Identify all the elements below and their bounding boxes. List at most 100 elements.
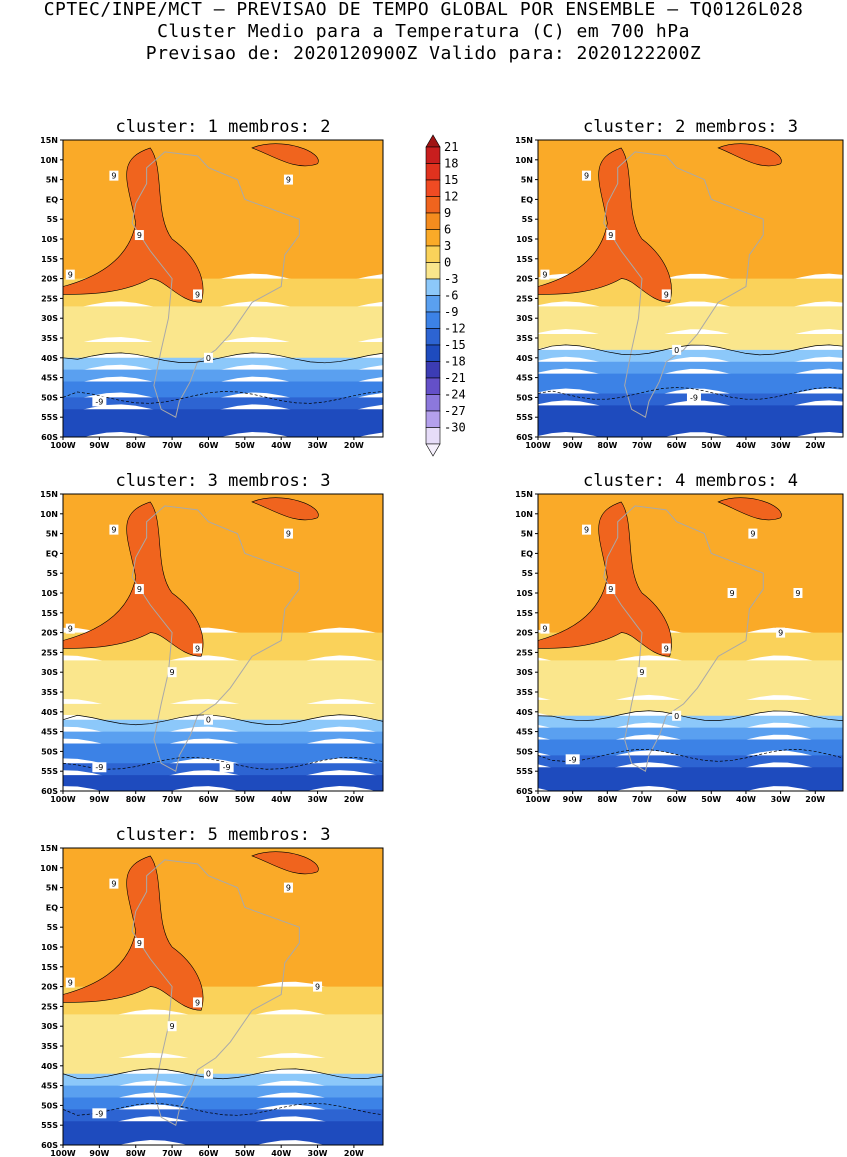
- minus9-contour: [538, 749, 843, 762]
- contour-label-box: [776, 627, 786, 638]
- lat-tick-label: 10N: [40, 510, 58, 519]
- warm-region: [63, 855, 204, 1011]
- contour-label-box: [203, 714, 213, 725]
- colorbar-swatch: [425, 179, 441, 197]
- lon-tick-label: 30W: [771, 441, 791, 450]
- contour-label-box: [219, 762, 234, 773]
- colorbar-label: -12: [444, 322, 466, 336]
- lat-tick-label: 15N: [40, 844, 58, 853]
- contour-label-box: [661, 643, 671, 654]
- lat-tick-label: 60S: [516, 787, 533, 796]
- contour-label: 9: [778, 629, 783, 638]
- lon-tick-label: 70W: [162, 795, 182, 804]
- contour-label-box: [167, 667, 177, 678]
- contour-label: 9: [195, 644, 200, 653]
- lon-tick-label: 20W: [344, 1149, 364, 1157]
- lat-tick-label: 55S: [516, 767, 533, 776]
- temperature-band: [63, 1014, 383, 1063]
- lat-tick-label: 5S: [47, 215, 59, 224]
- lat-tick-label: 15N: [515, 136, 533, 145]
- contour-label: 0: [674, 346, 679, 355]
- temperature-field: 9 9 9 9 9 9 9 0 -9: [63, 848, 383, 1145]
- lon-tick-label: 20W: [344, 441, 364, 450]
- lat-tick-label: 5S: [47, 569, 59, 578]
- lat-tick-label: 10S: [41, 235, 58, 244]
- colorbar-swatch: [425, 212, 441, 230]
- lat-tick-label: 40S: [516, 354, 533, 363]
- header-line-1: CPTEC/INPE/MCT — PREVISAO DE TEMPO GLOBA…: [43, 0, 804, 20]
- lat-tick-label: 5S: [47, 923, 59, 932]
- lat-tick-label: 55S: [516, 413, 533, 422]
- lat-tick-label: 45S: [516, 374, 533, 383]
- contour-label-box: [637, 667, 647, 678]
- coastline: [603, 151, 764, 418]
- colorbar-label: -15: [444, 338, 466, 352]
- lat-tick-label: 45S: [41, 374, 58, 383]
- lon-tick-label: 40W: [271, 795, 291, 804]
- temperature-band: [63, 1085, 383, 1103]
- contour-label: 9: [584, 526, 589, 535]
- lat-tick-label: 5N: [46, 176, 58, 185]
- contour-label-box: [793, 588, 803, 598]
- lon-tick-label: 80W: [126, 795, 146, 804]
- lat-tick-label: 25S: [41, 648, 58, 657]
- lon-tick-label: 70W: [162, 441, 182, 450]
- coastline: [603, 505, 764, 772]
- coastline: [131, 505, 300, 772]
- temperature-band: [63, 306, 383, 347]
- temperature-band: [63, 1109, 383, 1127]
- contour-label: 9: [170, 1022, 175, 1031]
- lat-tick-label: 20S: [41, 983, 58, 992]
- colorbar-swatch: [425, 295, 441, 313]
- lon-tick-label: 100W: [525, 441, 551, 450]
- lat-tick-label: 20S: [41, 629, 58, 638]
- contour-label-box: [283, 528, 293, 539]
- warm-blob: [251, 851, 319, 875]
- lat-tick-label: 30S: [41, 1022, 58, 1031]
- panel-title: cluster: 3 membros: 3: [116, 471, 331, 491]
- lat-tick-label: 45S: [41, 728, 58, 737]
- temperature-band: [538, 405, 843, 437]
- temperature-band: [538, 727, 843, 745]
- panel-cluster-4: 9 9 9 9 9 9 9 9 9 0 -9 15N 10N 5N EQ 5S 10S 15S 20S 25S 30S 3…: [515, 471, 844, 804]
- contour-label-box: [565, 754, 580, 765]
- contour-label-box: [134, 584, 144, 595]
- zero-contour: [63, 352, 383, 364]
- contour-label-box: [686, 392, 701, 403]
- lat-tick-label: 20S: [516, 275, 533, 284]
- colorbar-swatch: [425, 146, 441, 164]
- lat-tick-label: 15S: [41, 609, 58, 618]
- contour-label: 9: [68, 979, 73, 988]
- lon-tick-label: 50W: [701, 795, 721, 804]
- colorbar-label: -27: [444, 404, 466, 418]
- map-frame: [537, 493, 844, 792]
- colorbar-label: -24: [444, 388, 466, 402]
- temperature-band: [63, 848, 383, 992]
- temperature-band: [538, 755, 843, 773]
- zero-contour: [538, 344, 843, 356]
- lon-tick-label: 100W: [50, 1149, 76, 1157]
- lat-tick-label: 55S: [41, 413, 58, 422]
- lon-tick-label: 60W: [198, 795, 218, 804]
- colorbar-swatch: [425, 196, 441, 214]
- zero-contour: [63, 1068, 383, 1080]
- contour-label-box: [672, 344, 682, 355]
- colorbar-label: 18: [444, 157, 458, 171]
- colorbar-swatch: [425, 410, 441, 428]
- temperature-band: [538, 660, 843, 705]
- temperature-field: 9 9 9 9 9 9 0 -9 -9: [63, 494, 383, 791]
- warm-blob: [251, 143, 319, 167]
- lat-tick-label: 5N: [46, 530, 58, 539]
- contour-label: 9: [542, 271, 547, 280]
- contour-label-box: [65, 977, 75, 988]
- lon-tick-label: 50W: [701, 441, 721, 450]
- contour-label: 9: [608, 585, 613, 594]
- lon-tick-label: 100W: [50, 795, 76, 804]
- lon-tick-label: 90W: [563, 441, 583, 450]
- warm-region: [63, 147, 204, 303]
- colorbar-bottom-arrow: [425, 443, 441, 457]
- contour-label: 9: [286, 884, 291, 893]
- lat-tick-label: 40S: [516, 708, 533, 717]
- lon-tick-label: 60W: [198, 441, 218, 450]
- colorbar-label: 12: [444, 190, 458, 204]
